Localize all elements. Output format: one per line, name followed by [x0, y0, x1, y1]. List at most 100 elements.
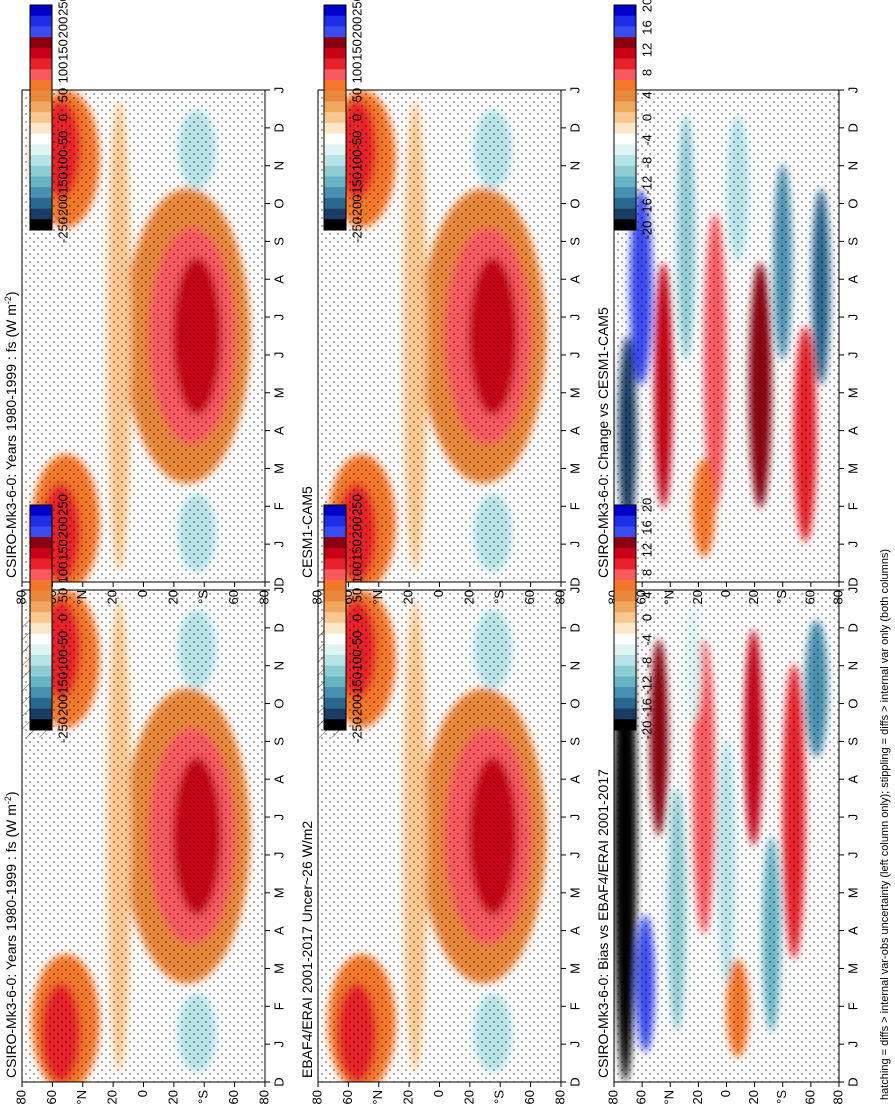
month-label: S — [846, 237, 861, 246]
colorbar-swatch — [30, 37, 52, 49]
colorbar-swatch — [614, 708, 636, 720]
colorbar-swatch — [614, 590, 636, 602]
colorbar-swatch — [614, 558, 636, 570]
colorbar-label: -8 — [639, 157, 654, 169]
lat-label: °N — [74, 590, 89, 605]
lat-label: 20 — [746, 590, 761, 604]
colorbar-swatch — [614, 687, 636, 699]
colorbar-swatch — [324, 176, 346, 188]
colorbar-swatch — [30, 622, 52, 634]
month-label: J — [272, 541, 287, 548]
colorbar-swatch — [30, 708, 52, 720]
month-label: S — [272, 737, 287, 746]
lat-label: °S — [774, 590, 789, 604]
panel-b: DJFMAMJJASONDJ8060°N20020°S6080CSIRO-Mk3… — [3, 87, 287, 605]
colorbar-label: -250 — [349, 717, 364, 743]
colorbar-label: 12 — [639, 43, 654, 57]
month-label: M — [568, 387, 583, 398]
month-label: A — [568, 426, 583, 435]
month-label: J — [568, 352, 583, 359]
colorbar-swatch — [30, 26, 52, 38]
colorbar-swatch — [324, 697, 346, 709]
colorbar-label: 250 — [55, 494, 70, 516]
colorbar-swatch — [324, 37, 346, 49]
colorbar-swatch — [30, 80, 52, 92]
month-label: J — [846, 814, 861, 821]
month-label: F — [568, 502, 583, 510]
lat-label: °S — [196, 590, 211, 604]
colorbar-swatch — [324, 101, 346, 113]
month-label: J — [568, 87, 583, 94]
colorbar-swatch — [324, 112, 346, 124]
month-label: J — [846, 587, 861, 594]
month-label: A — [568, 775, 583, 784]
lat-label: 80 — [309, 590, 324, 604]
lat-label: 60 — [44, 1090, 59, 1104]
colorbar-swatch — [324, 47, 346, 59]
month-label: D — [846, 123, 861, 132]
month-label: M — [846, 963, 861, 974]
lat-label: 80 — [605, 1090, 620, 1104]
colorbar-swatch — [614, 80, 636, 92]
colorbar-swatch — [30, 176, 52, 188]
colorbar-swatch — [614, 176, 636, 188]
month-label: N — [846, 161, 861, 170]
panel-title: CESM1-CAM5 — [299, 486, 315, 578]
colorbar-swatch — [324, 590, 346, 602]
month-label: M — [568, 963, 583, 974]
month-label: D — [846, 577, 861, 586]
stippling — [614, 590, 839, 1082]
colorbar-label: 50 — [349, 588, 364, 602]
month-label: J — [568, 587, 583, 594]
colorbar-label: -100 — [349, 149, 364, 175]
colorbar-swatch — [324, 676, 346, 688]
colorbar-label: 50 — [349, 88, 364, 102]
colorbar-label: 12 — [639, 543, 654, 557]
lat-label: °N — [74, 1090, 89, 1105]
colorbar-swatch — [324, 526, 346, 538]
lat-label: 80 — [256, 590, 271, 604]
colorbar-label: -16 — [639, 198, 654, 217]
colorbar-label: 150 — [55, 39, 70, 61]
colorbar-swatch — [324, 665, 346, 677]
colorbar-label: -200 — [349, 694, 364, 720]
lat-label: 60 — [226, 1090, 241, 1104]
month-label: D — [568, 123, 583, 132]
colorbar-swatch — [324, 622, 346, 634]
month-label: F — [846, 1002, 861, 1010]
colorbar-swatch — [30, 547, 52, 559]
month-label: A — [272, 926, 287, 935]
colorbar-label: -12 — [639, 176, 654, 195]
month-label: O — [568, 698, 583, 708]
month-label: D — [272, 577, 287, 586]
colorbar-swatch — [324, 197, 346, 209]
lat-label: 20 — [105, 1090, 120, 1104]
month-label: F — [846, 502, 861, 510]
lat-label: 60 — [522, 1090, 537, 1104]
lat-label: 60 — [634, 1090, 649, 1104]
lat-label: 20 — [165, 590, 180, 604]
month-label: D — [846, 1077, 861, 1086]
month-label: M — [568, 463, 583, 474]
colorbar-swatch — [324, 633, 346, 645]
month-label: F — [272, 502, 287, 510]
colorbar-swatch — [614, 15, 636, 27]
colorbar-swatch — [614, 676, 636, 688]
colorbar-label: -50 — [349, 631, 364, 650]
colorbar-swatch — [324, 90, 346, 102]
colorbar-swatch — [30, 558, 52, 570]
panel-title: EBAF4/ERAI 2001-2017 Uncer~26 W/m2 — [299, 821, 315, 1078]
colorbar-frame — [323, 4, 347, 231]
colorbar-swatch — [324, 122, 346, 134]
month-label: J — [568, 1041, 583, 1048]
colorbar: 20 16 12 8 4 0 -4 -8 -12 -16 -20 — [613, 498, 654, 739]
colorbar-swatch — [324, 644, 346, 656]
month-label: F — [568, 1002, 583, 1010]
colorbar-swatch — [614, 112, 636, 124]
colorbar-label: 250 — [55, 0, 70, 16]
month-label: D — [272, 1077, 287, 1086]
colorbar-label: -150 — [349, 172, 364, 198]
